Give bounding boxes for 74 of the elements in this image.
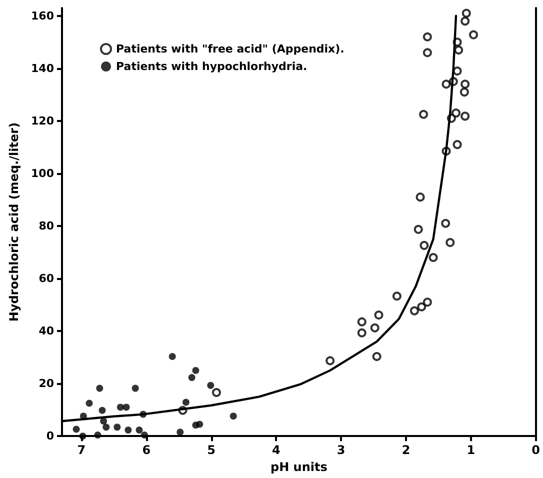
- point: [460, 16, 470, 26]
- point: [79, 432, 86, 440]
- point: [374, 310, 384, 320]
- point: [168, 353, 176, 360]
- point: [442, 80, 451, 89]
- point: [230, 412, 237, 420]
- legend-label: Patients with hypochlorhydria.: [116, 60, 308, 73]
- point: [72, 426, 80, 433]
- point: [96, 384, 104, 392]
- point: [441, 218, 450, 228]
- x-tick-label: 4: [272, 443, 280, 458]
- point: [100, 418, 108, 425]
- point: [114, 424, 121, 431]
- point: [460, 88, 469, 97]
- y-tick-label: 140: [31, 62, 54, 75]
- x-tick-label: 7: [77, 443, 86, 458]
- point: [102, 424, 110, 431]
- point: [452, 140, 462, 150]
- point: [188, 374, 196, 382]
- point: [451, 108, 460, 118]
- point: [410, 306, 419, 316]
- point: [132, 384, 139, 392]
- point: [416, 192, 425, 202]
- x-tick-label: 0: [532, 443, 540, 458]
- point: [116, 404, 124, 411]
- point: [419, 110, 428, 119]
- point: [417, 302, 426, 312]
- y-axis-title: Hydrochloric acid (meq./liter): [7, 122, 22, 322]
- point: [124, 426, 132, 434]
- x-tick-label: 6: [142, 443, 151, 458]
- point: [414, 224, 423, 234]
- point: [460, 80, 470, 89]
- x-tick-label: 3: [336, 443, 346, 458]
- point: [460, 112, 470, 121]
- point: [122, 404, 130, 411]
- point: [370, 323, 380, 332]
- point: [420, 240, 429, 250]
- point: [454, 46, 464, 55]
- point: [462, 8, 471, 18]
- point: [176, 428, 184, 436]
- point: [86, 400, 93, 407]
- point: [357, 328, 366, 338]
- point: [422, 48, 432, 58]
- point: [372, 352, 382, 362]
- x-tick-label: 5: [207, 443, 216, 458]
- point: [212, 388, 221, 397]
- point: [196, 420, 204, 428]
- point: [98, 406, 106, 414]
- point: [207, 382, 214, 389]
- point: [182, 398, 190, 406]
- point: [357, 317, 366, 326]
- x-tick-label: 1: [466, 443, 476, 458]
- point: [326, 356, 335, 366]
- x-axis-title: pH units: [270, 460, 328, 474]
- point: [94, 432, 102, 439]
- point: [422, 298, 432, 307]
- point: [392, 292, 402, 301]
- legend-label: Patients with "free acid" (Appendix).: [116, 42, 344, 56]
- y-tick-label: 120: [31, 114, 54, 128]
- point: [428, 253, 438, 262]
- x-tick-label: 2: [402, 443, 410, 458]
- point: [469, 30, 478, 40]
- y-tick-label: 60: [38, 272, 54, 286]
- point: [140, 432, 148, 439]
- point: [192, 366, 200, 374]
- y-tick-label: 100: [31, 166, 54, 180]
- y-tick-label: 40: [38, 324, 54, 338]
- y-tick-label: 0: [46, 430, 54, 443]
- y-tick-label: 160: [31, 9, 54, 22]
- point: [136, 426, 143, 434]
- y-tick-label: 80: [38, 219, 54, 232]
- y-tick-label: 20: [38, 377, 54, 390]
- point: [446, 238, 455, 248]
- point: [422, 32, 432, 42]
